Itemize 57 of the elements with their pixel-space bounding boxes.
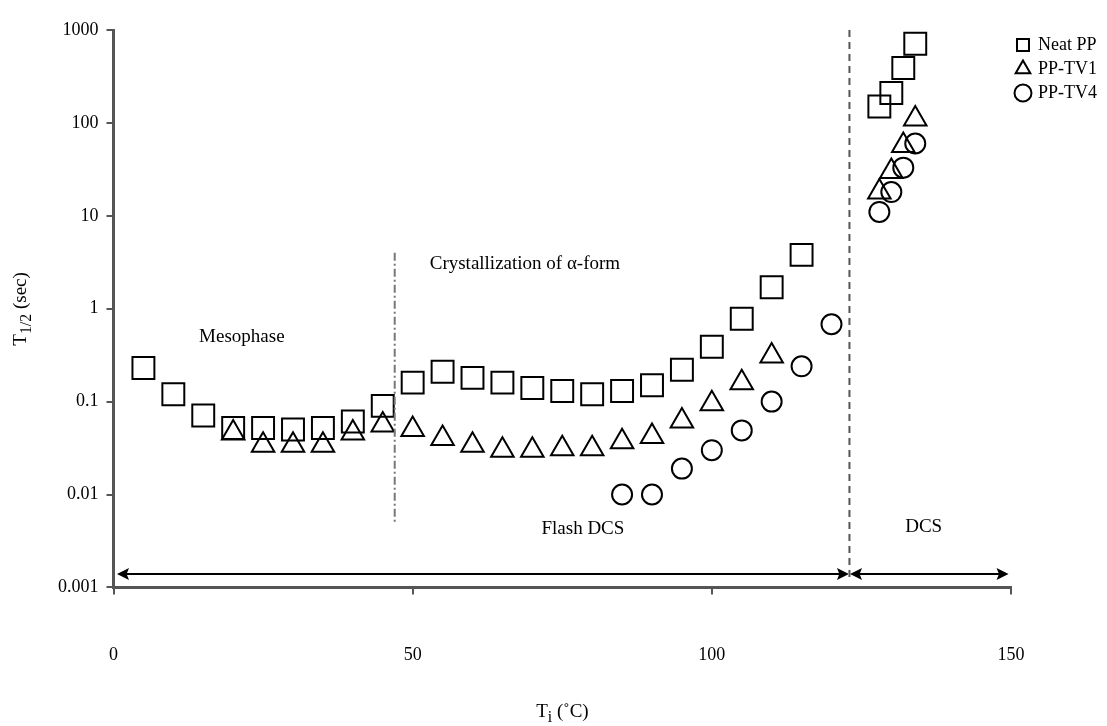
annotation: Flash DCS [541, 517, 625, 540]
x-tick-label: 0 [109, 643, 118, 664]
point [640, 373, 664, 398]
point [520, 376, 545, 400]
x-tick-label: 100 [698, 643, 726, 664]
point [759, 275, 784, 300]
y-tick-label: 0.1 [76, 390, 99, 411]
x-tick-label: 50 [403, 643, 422, 664]
legend-label: Neat PP [1037, 33, 1097, 54]
point [580, 382, 605, 407]
x-tick-label: 150 [997, 643, 1025, 664]
point [640, 483, 663, 506]
point [460, 365, 485, 390]
legend-label: PP-TV4 [1037, 81, 1098, 102]
point [161, 382, 186, 407]
point [729, 306, 754, 331]
annotation: Mesophase [199, 324, 285, 347]
point [730, 419, 753, 442]
y-tick-label: 1 [89, 297, 99, 318]
point [310, 416, 335, 440]
y-tick-label: 1000 [62, 18, 99, 39]
point [430, 359, 455, 384]
point [611, 483, 634, 506]
point [700, 439, 723, 462]
legend-label: PP-TV1 [1037, 57, 1098, 78]
point [760, 390, 783, 413]
point [490, 370, 515, 395]
point [340, 409, 365, 434]
point [610, 379, 635, 403]
point [903, 31, 928, 56]
annotation: Crystallization of α-form [429, 252, 621, 275]
point [891, 56, 916, 80]
y-tick-label: 100 [71, 111, 99, 132]
annotation: DCS [905, 515, 943, 538]
point [251, 416, 276, 440]
point [820, 313, 843, 336]
point [400, 370, 425, 395]
point [370, 393, 395, 418]
y-tick-label: 10 [80, 204, 99, 225]
y-tick-label: 0.01 [67, 483, 99, 504]
x-axis-title: T$_{i}$ (˚C) [536, 700, 589, 726]
y-tick-label: 0.001 [58, 576, 99, 597]
point [904, 132, 927, 155]
point [892, 156, 915, 179]
point [550, 379, 575, 403]
point [281, 417, 305, 442]
point [670, 457, 693, 480]
point [789, 242, 814, 267]
point [880, 181, 903, 204]
point [790, 355, 813, 378]
point [867, 94, 892, 119]
point [699, 334, 724, 359]
point [879, 81, 904, 105]
point [191, 403, 216, 428]
point [131, 356, 156, 380]
point [669, 357, 694, 382]
point [868, 200, 891, 223]
